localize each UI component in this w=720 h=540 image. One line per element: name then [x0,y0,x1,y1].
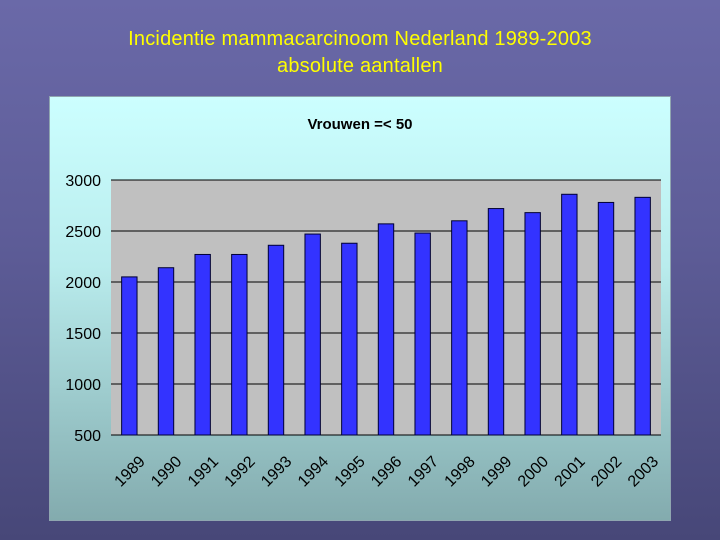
x-tick-label: 1994 [295,453,332,490]
bar-chart: Vrouwen =< 50 3000 2500 2000 1500 1000 500 19… [65,116,663,490]
chart-title: Vrouwen =< 50 [307,116,412,133]
x-tick-label: 2001 [552,453,589,490]
slide-title-line-2: absolute aantallen [277,55,443,77]
y-tick-label: 2500 [65,224,101,241]
x-tick-label: 1995 [332,453,369,490]
x-tick-label: 1992 [222,453,259,490]
x-tick-label: 1991 [185,453,222,490]
bar-1991 [194,253,211,436]
bar-2001 [561,193,578,436]
bar-1999 [487,208,505,436]
bar-1993 [267,244,285,436]
bar-1994 [304,233,321,436]
y-tick-label: 1000 [65,377,101,394]
y-tick-label: 500 [74,428,101,445]
bar-1989 [121,276,138,436]
y-tick-label: 3000 [65,173,101,190]
bar-1992 [231,253,248,436]
x-tick-label: 1990 [148,453,185,490]
x-tick-label: 1998 [442,453,479,490]
chart-panel: Vrouwen =< 50 3000 2500 2000 1500 1000 500 19… [50,97,670,520]
y-axis-ticks: 3000 2500 2000 1500 1000 500 [65,173,101,445]
slide-title: Incidentie mammacarcinoom Nederland 1989… [0,26,720,80]
y-tick-label: 1500 [65,326,101,343]
y-tick-label: 2000 [65,275,101,292]
bar-2002 [597,201,615,436]
x-tick-label: 1997 [405,453,442,490]
bar-1998 [451,220,468,436]
bars [121,193,651,436]
slide-title-line-1: Incidentie mammacarcinoom Nederland 1989… [128,28,592,50]
x-tick-label: 2003 [625,453,662,490]
x-tick-label: 1996 [368,453,405,490]
bar-2000 [524,212,541,436]
x-tick-label: 2002 [588,453,625,490]
x-tick-label: 1989 [112,453,149,490]
bar-1990 [157,267,175,436]
x-tick-label: 1993 [258,453,295,490]
x-tick-label: 2000 [515,453,552,490]
x-axis-ticks: 1989 1990 1991 1992 1993 1994 1995 1996 1997 1998… [112,453,663,490]
bar-1997 [414,232,431,436]
bar-2003 [634,196,651,436]
x-tick-label: 1999 [478,453,515,490]
bar-1996 [377,223,395,436]
bar-1995 [341,242,358,436]
